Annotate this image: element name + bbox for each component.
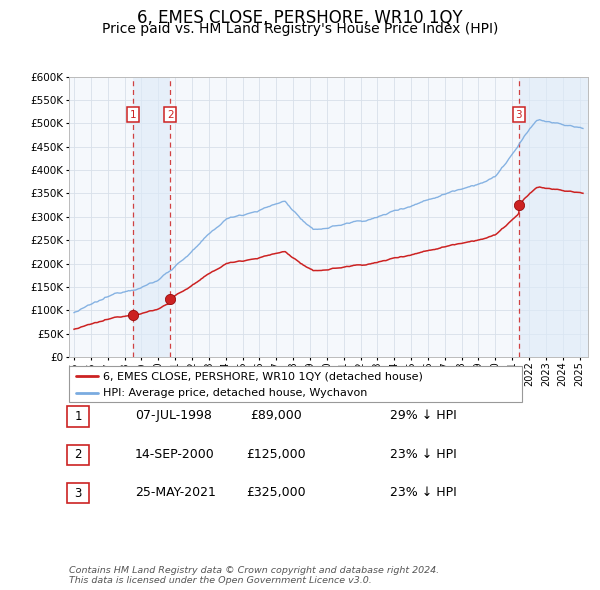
Point [128,311,138,320]
Point [514,201,524,210]
Text: 3: 3 [74,487,82,500]
Text: 14-SEP-2000: 14-SEP-2000 [135,448,215,461]
Text: 6, EMES CLOSE, PERSHORE, WR10 1QY (detached house): 6, EMES CLOSE, PERSHORE, WR10 1QY (detac… [103,371,423,381]
FancyBboxPatch shape [69,366,522,402]
Text: 1: 1 [130,110,137,120]
Point [166,294,175,303]
Text: £125,000: £125,000 [246,448,306,461]
Text: £325,000: £325,000 [246,486,306,499]
FancyBboxPatch shape [67,445,89,465]
Text: 2: 2 [74,448,82,461]
Text: Contains HM Land Registry data © Crown copyright and database right 2024.
This d: Contains HM Land Registry data © Crown c… [69,566,439,585]
Text: Price paid vs. HM Land Registry's House Price Index (HPI): Price paid vs. HM Land Registry's House … [102,22,498,36]
Text: 3: 3 [515,110,522,120]
Text: 23% ↓ HPI: 23% ↓ HPI [390,486,457,499]
FancyBboxPatch shape [67,407,89,427]
Text: 23% ↓ HPI: 23% ↓ HPI [390,448,457,461]
Text: 25-MAY-2021: 25-MAY-2021 [135,486,216,499]
Text: 6, EMES CLOSE, PERSHORE, WR10 1QY: 6, EMES CLOSE, PERSHORE, WR10 1QY [137,9,463,27]
Bar [519,77,588,357]
Text: £89,000: £89,000 [250,409,302,422]
Text: 29% ↓ HPI: 29% ↓ HPI [390,409,457,422]
FancyBboxPatch shape [67,483,89,503]
Text: 07-JUL-1998: 07-JUL-1998 [135,409,212,422]
Text: 1: 1 [74,410,82,423]
Text: HPI: Average price, detached house, Wychavon: HPI: Average price, detached house, Wych… [103,388,367,398]
Bar [133,77,170,357]
Text: 2: 2 [167,110,173,120]
